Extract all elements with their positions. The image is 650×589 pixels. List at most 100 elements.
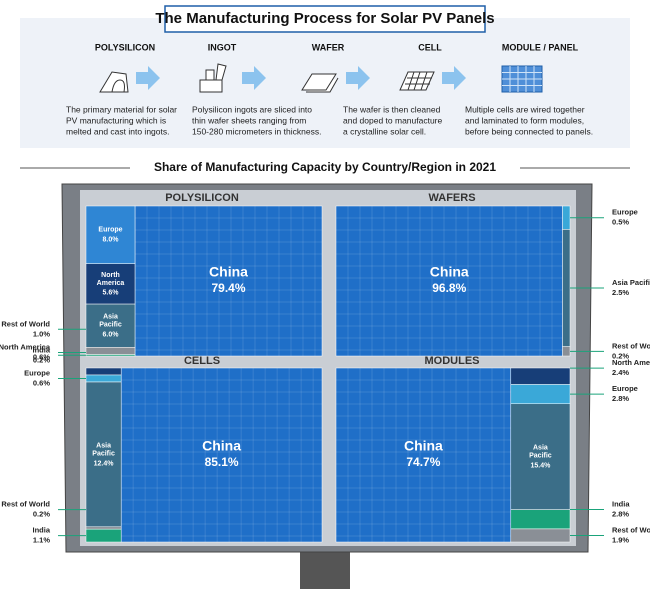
step-description: The wafer is then cleaned xyxy=(343,104,441,114)
callout-name: North America xyxy=(0,342,51,351)
segment xyxy=(562,205,571,230)
step-description: PV manufacturing which is xyxy=(66,115,166,125)
segment-value: 5.6% xyxy=(103,290,120,297)
segment xyxy=(85,205,136,264)
segment xyxy=(510,384,571,405)
step-description: Multiple cells are wired together xyxy=(465,104,585,114)
wafer-icon xyxy=(301,73,339,93)
title-box xyxy=(164,5,486,33)
stand xyxy=(300,548,350,589)
title: The Manufacturing Process for Solar PV P… xyxy=(155,10,494,27)
segment-value: 6.0% xyxy=(103,332,120,339)
segment xyxy=(562,346,571,357)
callout-name: India xyxy=(612,499,630,508)
callout-value: 1.1% xyxy=(33,536,50,545)
segment-name: Asia Pacific xyxy=(92,442,115,457)
segment-value: 79.4% xyxy=(211,281,245,295)
segment xyxy=(85,367,122,376)
step-description: The primary material for solar xyxy=(66,104,177,114)
segment xyxy=(510,367,571,385)
segment-value: 8.0% xyxy=(103,237,120,244)
polysilicon-icon xyxy=(99,71,129,93)
segment-value: 74.7% xyxy=(406,455,440,469)
callout-value: 2.8% xyxy=(612,394,629,403)
segment xyxy=(85,347,136,355)
segment-name: Asia Pacific xyxy=(99,314,122,329)
step-description: 150-280 micrometers in thickness. xyxy=(192,126,321,136)
callout-name: North America xyxy=(612,358,650,367)
segment-name: China xyxy=(430,264,469,280)
callout-value: 0.2% xyxy=(612,351,629,360)
segment-value: 12.4% xyxy=(94,460,115,467)
step-name: WAFER xyxy=(312,42,345,52)
segment-value: 85.1% xyxy=(205,455,239,469)
callout-value: 1.0% xyxy=(33,329,50,338)
arrow xyxy=(442,66,466,90)
segment-name: China xyxy=(202,438,241,454)
arrows xyxy=(136,66,466,90)
module-icon xyxy=(501,65,543,93)
segment-name: China xyxy=(209,264,248,280)
ingot-icon xyxy=(199,63,227,93)
panel-title: WAFERS xyxy=(428,192,475,204)
segment xyxy=(510,403,571,510)
callout-name: Rest of World xyxy=(612,525,650,534)
segment-name: Europe xyxy=(98,227,122,234)
segment xyxy=(85,303,136,348)
callout-value: 2.4% xyxy=(612,368,629,377)
subtitle: Share of Manufacturing Capacity by Count… xyxy=(154,160,496,174)
callout-name: Asia Pacific xyxy=(612,278,650,287)
step-description: melted and cast into ingots. xyxy=(66,126,169,136)
callout-value: 2.8% xyxy=(612,509,629,518)
callout-name: India xyxy=(32,526,50,535)
callout-value: 0.2% xyxy=(33,355,50,364)
callout-value: 2.5% xyxy=(612,288,629,297)
step-name: POLYSILICON xyxy=(95,42,155,52)
callout-value: 0.5% xyxy=(612,218,629,227)
segment-name: Asia Pacific xyxy=(529,445,552,460)
callout-name: Europe xyxy=(24,368,50,377)
arrow xyxy=(136,66,160,90)
step-name: CELL xyxy=(418,42,442,52)
segment xyxy=(85,354,136,357)
callout-name: India xyxy=(32,345,50,354)
segment xyxy=(85,381,122,528)
step-description: and doped to manufacture xyxy=(343,115,443,125)
callout-name: Rest of World xyxy=(612,341,650,350)
cell-icon xyxy=(399,71,435,91)
segment xyxy=(85,526,122,530)
segment xyxy=(85,374,122,383)
step-name: INGOT xyxy=(208,42,237,52)
segment xyxy=(510,509,571,530)
callout-value: 0.6% xyxy=(33,378,50,387)
step-description: and laminated to form modules, xyxy=(465,115,584,125)
step-name: MODULE / PANEL xyxy=(502,42,579,52)
segment xyxy=(335,367,512,543)
segment-name: China xyxy=(404,438,443,454)
arrow xyxy=(242,66,266,90)
icons xyxy=(99,63,543,93)
callout-value: 1.9% xyxy=(612,535,629,544)
callout-value: 0.2% xyxy=(33,510,50,519)
segment-value: 96.8% xyxy=(432,281,466,295)
segment xyxy=(85,528,122,543)
callout-name: Rest of World xyxy=(1,319,50,328)
callout-value: 0.6% xyxy=(33,352,50,361)
arrow xyxy=(346,66,370,90)
segment-name: North America xyxy=(97,272,125,287)
step-description: thin wafer sheets ranging from xyxy=(192,115,306,125)
callout-name: Rest of World xyxy=(1,500,50,509)
segment xyxy=(120,367,323,543)
callout-name: Europe xyxy=(612,384,638,393)
segment xyxy=(85,263,136,305)
segment xyxy=(562,229,571,347)
step-description: Polysilicon ingots are sliced into xyxy=(192,104,312,114)
callout-name: Europe xyxy=(612,208,638,217)
panel-title: CELLS xyxy=(184,355,220,367)
panel-title: MODULES xyxy=(425,355,480,367)
segment xyxy=(335,205,563,357)
segment-value: 15.4% xyxy=(530,463,551,470)
